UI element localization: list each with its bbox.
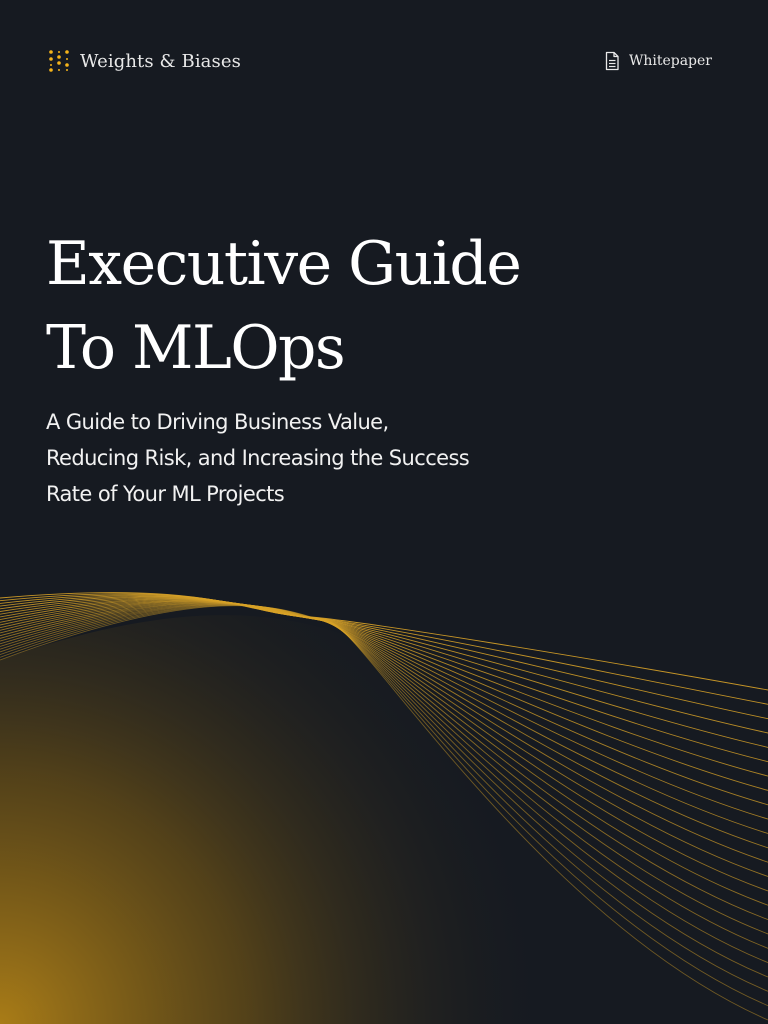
wave-line <box>0 604 768 992</box>
wave-lines <box>0 592 768 1021</box>
wave-glow-shape <box>0 615 768 1024</box>
brand-name: Weights & Biases <box>80 50 241 72</box>
subtitle-line: Rate of Your ML Projects <box>46 482 285 506</box>
brand: Weights & Biases <box>48 49 241 73</box>
document-type: Whitepaper <box>604 51 712 71</box>
subtitle-line: A Guide to Driving Business Value, <box>46 410 389 434</box>
page-subtitle: A Guide to Driving Business Value, Reduc… <box>46 404 566 512</box>
page-title: Executive Guide To MLOps <box>46 222 686 390</box>
title-line: To MLOps <box>46 313 346 383</box>
dotted-logo-icon <box>49 50 69 72</box>
document-icon <box>605 51 619 71</box>
wave-line <box>0 605 768 1021</box>
wave-line <box>0 604 768 978</box>
document-type-label: Whitepaper <box>628 53 712 69</box>
title-line: Executive Guide <box>46 229 522 299</box>
page-header: Weights & Biases Whitepaper <box>48 46 712 76</box>
subtitle-line: Reducing Risk, and Increasing the Succes… <box>46 446 470 470</box>
wave-line <box>0 604 768 1007</box>
